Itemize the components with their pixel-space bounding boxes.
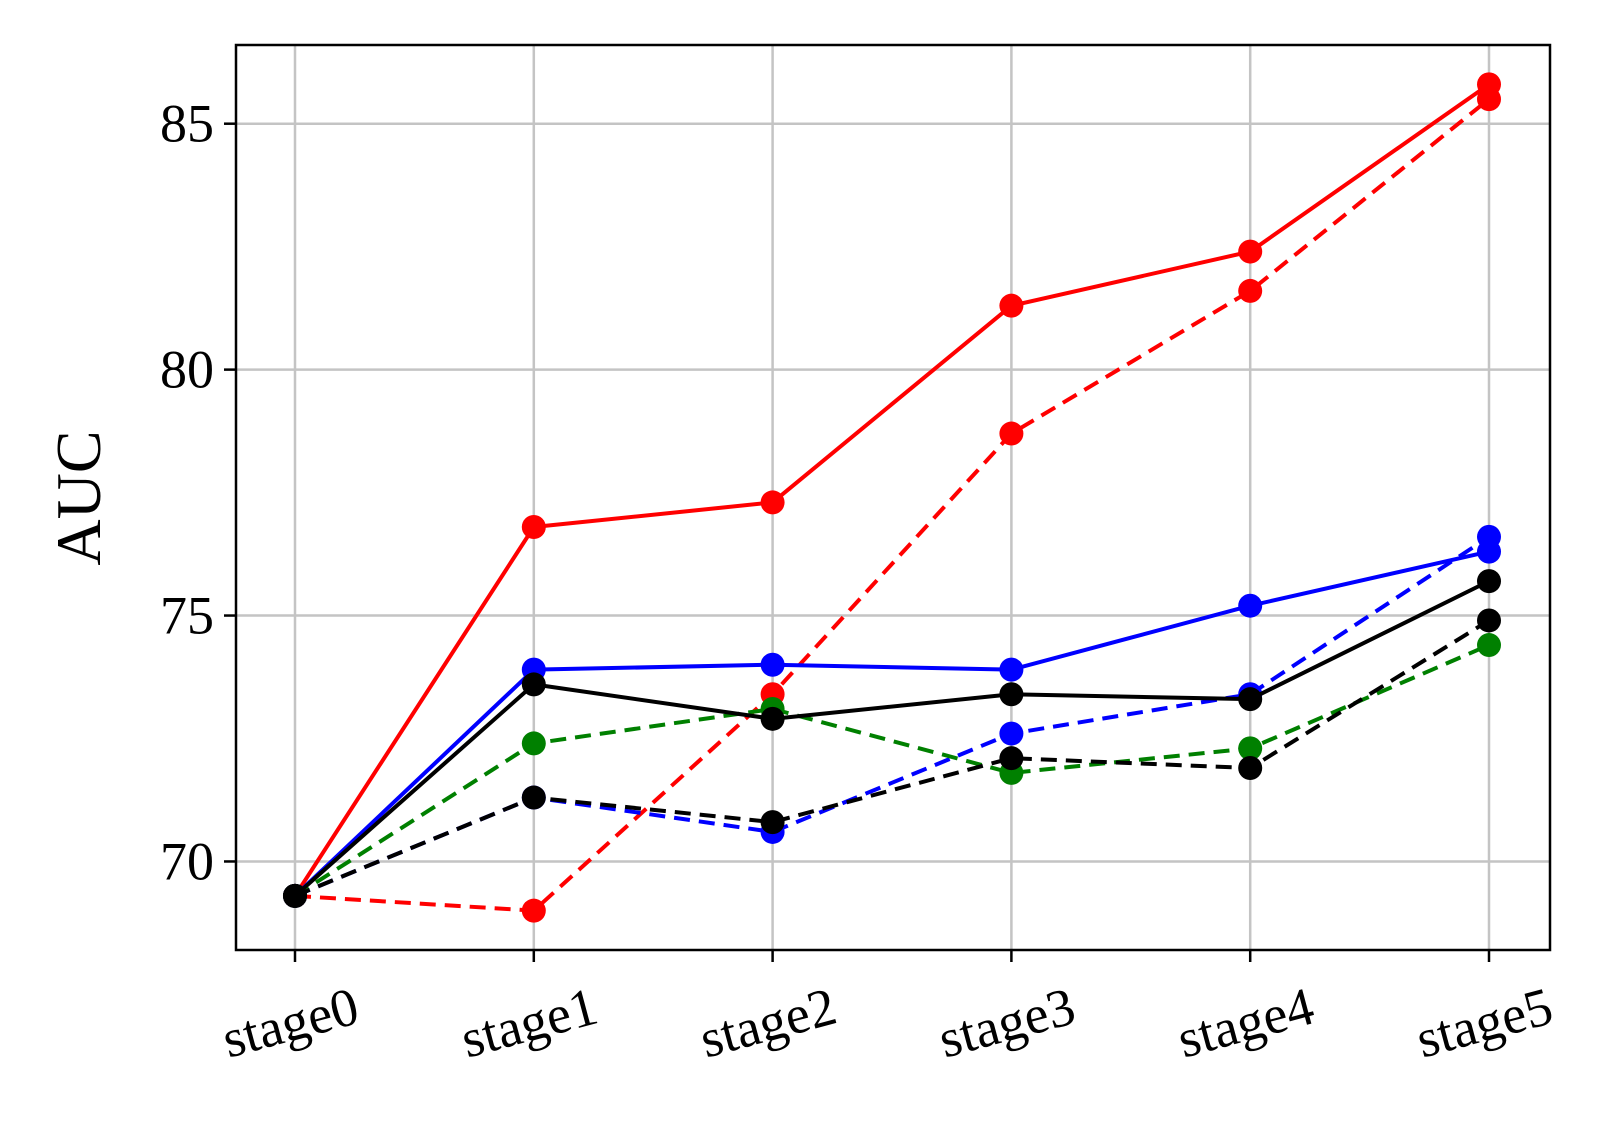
x-tick-label: stage3 (932, 976, 1081, 1070)
data-point (760, 490, 785, 515)
data-point (1477, 524, 1501, 549)
data-point (1238, 687, 1263, 712)
data-point (760, 652, 785, 677)
data-point (1238, 239, 1263, 264)
y-axis-label: AUC (43, 430, 114, 565)
data-point (999, 657, 1024, 682)
data-point (999, 682, 1024, 707)
data-point (1238, 736, 1263, 761)
y-tick-label: 85 (160, 94, 214, 154)
series-group (283, 608, 1501, 908)
x-tick-label: stage0 (216, 976, 365, 1070)
data-point (1238, 756, 1263, 781)
series-line (294, 97, 1491, 913)
data-point (999, 293, 1024, 318)
series-group (283, 524, 1501, 908)
x-tick-label: stage2 (694, 976, 843, 1070)
data-point (521, 785, 546, 810)
series-group (283, 569, 1501, 908)
y-tick-label: 80 (160, 340, 214, 400)
data-point (1238, 593, 1263, 618)
y-tick-label: 70 (160, 831, 214, 891)
x-tick-label: stage1 (455, 976, 604, 1070)
data-point (283, 883, 307, 908)
data-point (1238, 278, 1263, 303)
x-tick-label: stage5 (1410, 976, 1559, 1070)
series-line (293, 82, 1491, 897)
plot-frame (234, 43, 1552, 952)
data-point (1477, 633, 1501, 658)
series-line (293, 549, 1490, 898)
series-line (293, 643, 1490, 898)
data-point (521, 672, 546, 697)
series-lines (283, 72, 1501, 923)
data-point (521, 515, 546, 540)
data-point (1477, 87, 1501, 112)
data-point (521, 898, 546, 923)
data-point (999, 746, 1024, 771)
data-point (999, 421, 1024, 446)
data-point (1477, 569, 1501, 594)
series-line (293, 579, 1490, 898)
data-point (760, 706, 785, 731)
y-tick-label: 75 (160, 586, 214, 646)
data-point (1477, 608, 1501, 633)
series-line (294, 618, 1491, 898)
data-point (521, 731, 546, 756)
x-tick-label: stage4 (1171, 976, 1320, 1070)
data-point (999, 721, 1024, 746)
grid-lines (236, 45, 1550, 950)
series-group (283, 87, 1501, 923)
data-point (760, 810, 785, 835)
series-group (283, 633, 1501, 908)
